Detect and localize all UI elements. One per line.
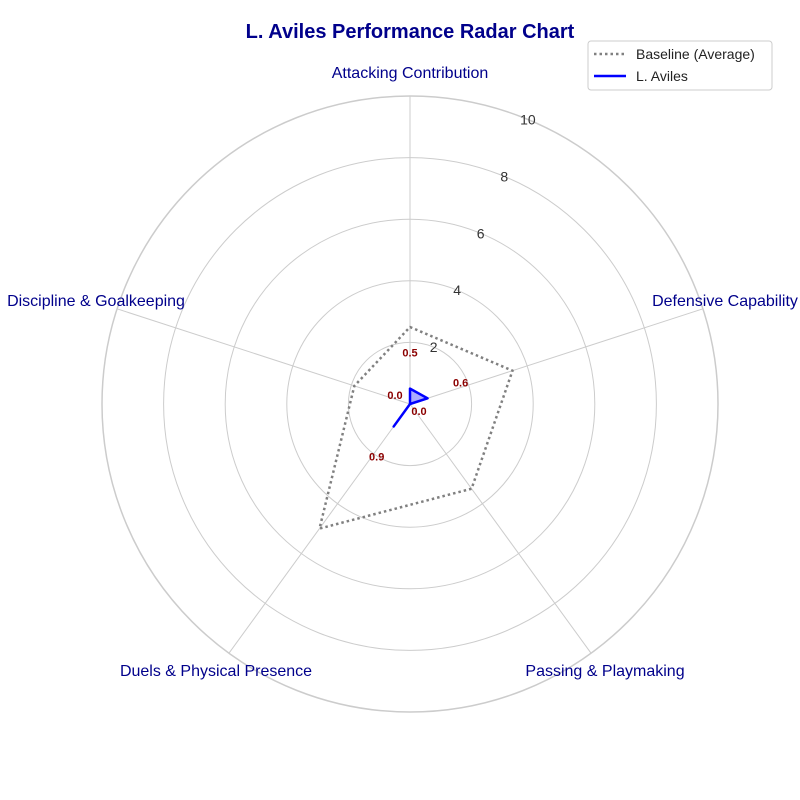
- category-label: Attacking Contribution: [332, 65, 489, 82]
- player-series-line: [392, 387, 429, 428]
- baseline-series-line: [318, 325, 514, 530]
- value-label: 0.9: [369, 451, 384, 463]
- radar-series: [318, 325, 514, 530]
- legend: Baseline (Average) L. Aviles: [587, 40, 773, 91]
- radial-tick-label: 6: [477, 225, 485, 241]
- legend-label: Baseline (Average): [636, 46, 755, 62]
- value-label: 0.0: [411, 406, 426, 418]
- spoke-line: [409, 308, 704, 405]
- value-label: 0.6: [453, 377, 468, 389]
- chart-title: L. Aviles Performance Radar Chart: [246, 21, 575, 43]
- category-label: Passing & Playmaking: [525, 663, 684, 680]
- value-label: 0.5: [402, 348, 417, 360]
- radar-spokes: [116, 96, 704, 654]
- radial-tick-label: 4: [453, 282, 461, 298]
- spoke-line: [116, 308, 411, 405]
- category-label: Defensive Capability: [652, 293, 798, 310]
- legend-label: L. Aviles: [636, 68, 688, 84]
- value-labels: 0.5 0.6 0.0 0.9 0.0: [369, 348, 468, 464]
- category-label: Discipline & Goalkeeping: [7, 293, 185, 310]
- category-labels: Attacking Contribution Defensive Capabili…: [7, 65, 798, 680]
- radial-tick-label: 2: [430, 339, 438, 355]
- category-label: Duels & Physical Presence: [120, 663, 312, 680]
- series-fill-area: [393, 388, 428, 427]
- radial-tick-label: 8: [500, 168, 508, 184]
- spoke-line: [228, 403, 411, 654]
- radial-tick-labels: 2 4 6 8 10: [430, 111, 536, 355]
- radial-tick-label: 10: [520, 111, 536, 127]
- spoke-line: [409, 403, 592, 654]
- legend-frame: [587, 40, 773, 91]
- value-label: 0.0: [387, 390, 402, 402]
